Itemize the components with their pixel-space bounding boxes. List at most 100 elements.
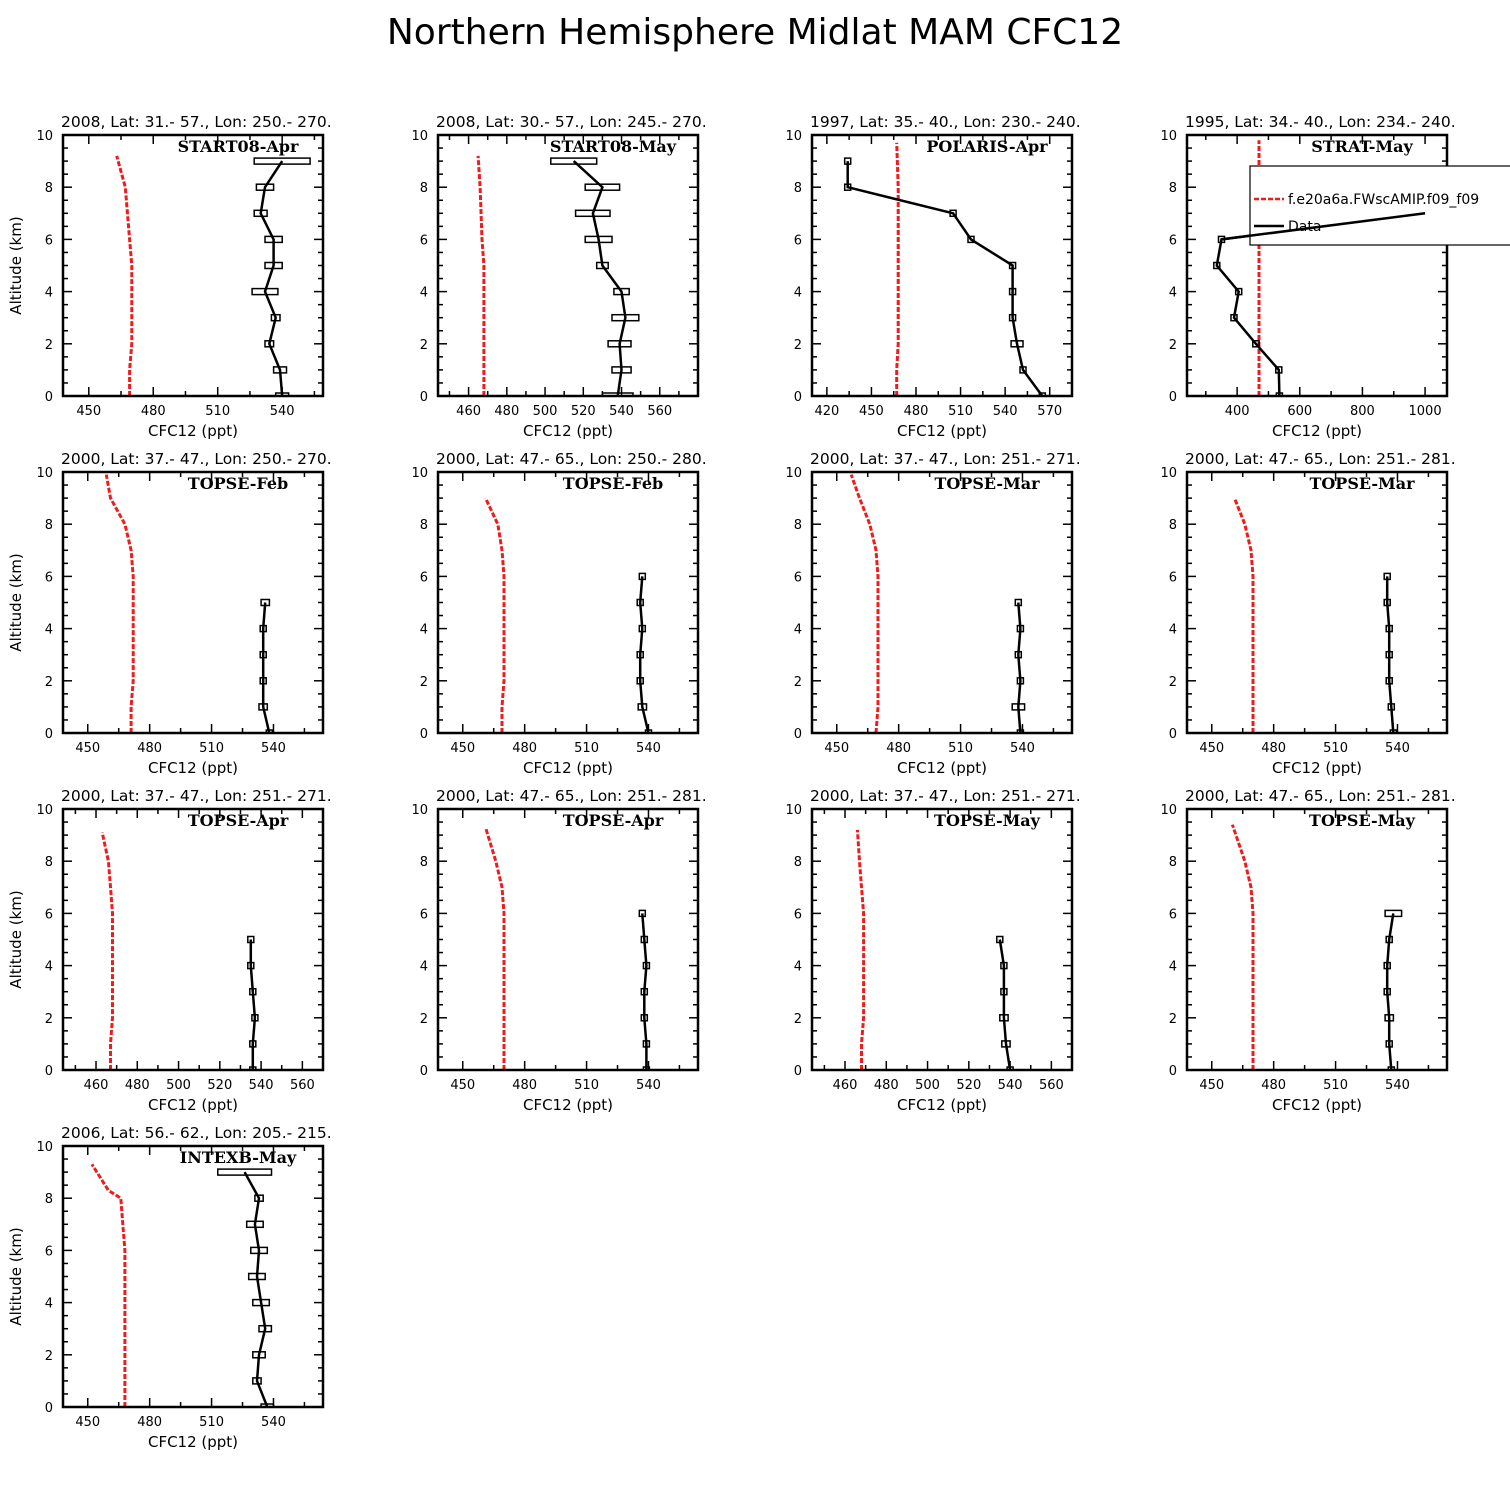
data-error-box [574, 209, 611, 218]
x-tick-label: 560 [1039, 1078, 1064, 1093]
panel-header: 2000, Lat: 47.- 65., Lon: 250.- 280. [436, 450, 707, 468]
y-tick-label: 8 [420, 855, 428, 870]
data-error-box [1016, 729, 1025, 733]
y-tick-label: 8 [1169, 518, 1177, 533]
x-tick-label: 1000 [1409, 404, 1442, 419]
data-error-box [249, 1040, 257, 1048]
model-profile-line [104, 474, 135, 733]
y-tick-label: 10 [1160, 466, 1177, 481]
data-error-box [1383, 961, 1391, 970]
y-tick-label: 4 [794, 960, 802, 975]
y-tick-label: 6 [1169, 233, 1177, 248]
data-error-box [258, 1324, 273, 1333]
model-profile-line [100, 832, 114, 1070]
data-profile-line [243, 1171, 269, 1407]
data-error-box [1275, 366, 1283, 374]
y-tick-label: 0 [45, 1401, 53, 1416]
campaign-label: TOPSE-Mar [934, 474, 1040, 493]
y-tick-label: 0 [1169, 1064, 1177, 1079]
plot-frame [810, 470, 1074, 735]
y-tick-label: 4 [794, 286, 802, 301]
data-error-box [611, 366, 632, 374]
data-error-box [550, 157, 598, 165]
campaign-label: TOPSE-Apr [563, 811, 664, 830]
data-error-box [640, 935, 649, 944]
y-tick-label: 6 [45, 570, 53, 585]
plot-area [849, 474, 1026, 733]
panel-header: 2000, Lat: 47.- 65., Lon: 251.- 281. [436, 787, 707, 805]
x-axis-label: CFC12 (ppt) [1272, 1096, 1362, 1114]
panel-header: 2000, Lat: 47.- 65., Lon: 251.- 281. [1185, 787, 1456, 805]
data-error-box [636, 650, 644, 659]
data-error-box [1213, 261, 1221, 270]
data-error-box [642, 1066, 651, 1070]
data-error-box [258, 703, 269, 711]
x-tick-label: 570 [1037, 404, 1062, 419]
data-error-box [1008, 287, 1017, 296]
x-tick-label: 510 [574, 1078, 599, 1093]
x-tick-label: 480 [125, 1078, 150, 1093]
x-tick-label: 480 [904, 404, 929, 419]
data-error-box [1385, 677, 1393, 685]
data-profile-line [261, 602, 271, 733]
data-error-box [1019, 366, 1027, 374]
y-tick-label: 4 [45, 623, 53, 638]
panel-header: 2000, Lat: 37.- 47., Lon: 251.- 271. [61, 787, 332, 805]
y-tick-label: 2 [1169, 338, 1177, 353]
data-error-box [1038, 392, 1047, 396]
y-tick-label: 0 [794, 390, 802, 405]
data-error-box [1385, 624, 1393, 633]
data-error-box [253, 157, 311, 165]
plot-frame [810, 133, 1074, 398]
data-error-box [251, 1014, 259, 1022]
data-error-box [611, 313, 640, 322]
data-error-box [1385, 1040, 1393, 1048]
x-tick-label: 560 [290, 1078, 315, 1093]
x-axis-label: CFC12 (ppt) [1272, 759, 1362, 777]
y-tick-label: 4 [420, 623, 428, 638]
y-axis-label: Altitude (km) [7, 1227, 25, 1325]
data-error-box [260, 1403, 275, 1407]
plot-area [476, 155, 640, 396]
panel-9: 2000, Lat: 37.- 47., Lon: 251.- 271.460 4… [7, 787, 332, 1114]
plot-area [843, 142, 1047, 396]
x-axis-label: CFC12 (ppt) [148, 759, 238, 777]
y-tick-label: 8 [420, 518, 428, 533]
x-tick-label: 510 [199, 741, 224, 756]
x-tick-label: 510 [948, 741, 973, 756]
y-tick-label: 4 [45, 1297, 53, 1312]
data-error-box [265, 729, 274, 733]
x-tick-label: 400 [1225, 404, 1250, 419]
data-profile-line [641, 913, 648, 1070]
x-tick-label: 450 [1199, 741, 1224, 756]
campaign-label: TOPSE-Mar [1309, 474, 1415, 493]
campaign-label: TOPSE-May [934, 811, 1041, 830]
data-profile-line [259, 160, 284, 396]
y-tick-label: 6 [1169, 907, 1177, 922]
x-tick-label: 480 [494, 404, 519, 419]
x-tick-label: 540 [1385, 1078, 1410, 1093]
model-profile-line [849, 474, 880, 733]
y-tick-label: 4 [420, 286, 428, 301]
y-tick-label: 10 [411, 803, 428, 818]
y-tick-label: 10 [1160, 129, 1177, 144]
x-tick-label: 500 [915, 1078, 940, 1093]
x-tick-label: 460 [833, 1078, 858, 1093]
y-tick-label: 8 [794, 518, 802, 533]
plot-area [104, 474, 274, 733]
panel-header: 1995, Lat: 34.- 40., Lon: 234.- 240. [1185, 113, 1456, 131]
y-tick-label: 2 [420, 1012, 428, 1027]
x-axis-label: CFC12 (ppt) [148, 1433, 238, 1451]
data-error-box [247, 935, 255, 944]
data-error-box [640, 987, 649, 996]
x-tick-label: 480 [874, 1078, 899, 1093]
y-tick-label: 10 [785, 803, 802, 818]
data-error-box [253, 209, 268, 218]
y-tick-label: 2 [45, 675, 53, 690]
data-error-box [640, 1014, 649, 1022]
data-error-box [638, 909, 647, 918]
data-error-box [1384, 1014, 1395, 1022]
data-error-box [1252, 340, 1260, 348]
y-tick-label: 8 [1169, 855, 1177, 870]
